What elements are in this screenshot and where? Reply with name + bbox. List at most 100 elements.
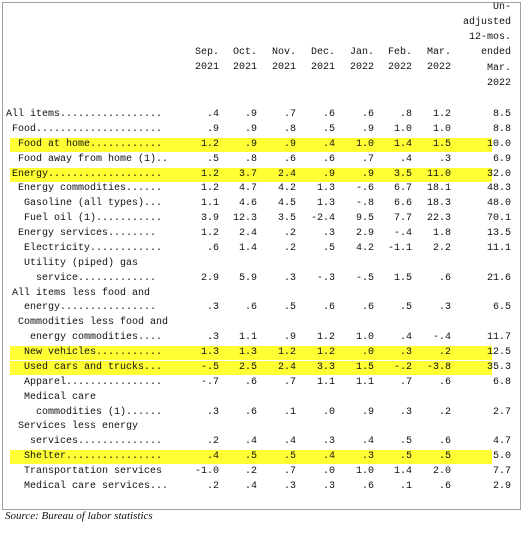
cell-value: 32.0 [486, 168, 511, 180]
cell-value: 18.3 [426, 198, 451, 210]
cell-value: .6 [244, 302, 257, 314]
cell-value: .6 [438, 481, 451, 492]
cell-value: .2 [206, 481, 219, 492]
cell-value: 22.3 [426, 213, 451, 225]
cell-value: .0 [322, 466, 335, 478]
cell-value: 12.5 [486, 347, 511, 359]
row-label: energy................ [24, 302, 157, 314]
cell-value: 1.0 [432, 123, 451, 135]
cell-value: -.6 [355, 183, 374, 195]
row-label: Fuel oil (1)........... [24, 213, 163, 225]
cell-value: -.3 [316, 272, 335, 284]
cell-value: 1.3 [316, 198, 335, 210]
row-label: service............. [36, 272, 157, 284]
cell-value: 6.7 [393, 183, 412, 195]
cell-value: -3.8 [426, 361, 451, 373]
cell-value: .6 [361, 302, 374, 314]
cell-value: -2.4 [310, 213, 335, 225]
cell-value: .4 [244, 481, 257, 492]
cell-value: .6 [438, 376, 451, 388]
cell-value: 1.1 [238, 332, 257, 344]
cell-value: 1.5 [432, 138, 451, 150]
cell-value: 1.3 [238, 347, 257, 359]
cell-value: 7.7 [393, 213, 412, 225]
column-header: Nov. [271, 46, 296, 58]
cell-value: .3 [399, 347, 412, 359]
cell-value: .5 [206, 153, 219, 165]
cell-value: 2.4 [277, 361, 296, 373]
cell-value: 2.9 [200, 272, 219, 284]
cell-value: .9 [322, 168, 335, 180]
cell-value: 2.7 [492, 406, 511, 418]
cell-value: 1.5 [393, 272, 412, 284]
cell-value: .3 [206, 406, 219, 418]
cell-value: 1.2 [316, 347, 335, 359]
row-highlight [10, 450, 492, 465]
row-highlight [10, 167, 492, 182]
row-highlight [10, 137, 492, 152]
cell-value: .3 [399, 406, 412, 418]
cell-value: 12.3 [232, 213, 257, 225]
cell-value: .2 [283, 242, 296, 254]
row-label: Medical care [24, 391, 97, 403]
cell-value: .6 [322, 302, 335, 314]
column-header: Mar. [426, 46, 451, 58]
cell-value: .1 [399, 481, 412, 492]
cell-value: 3.5 [393, 168, 412, 180]
row-label: All items less food and [12, 287, 151, 299]
cell-value: 2.4 [277, 168, 296, 180]
cell-value: 4.2 [277, 183, 296, 195]
cell-value: .4 [244, 436, 257, 448]
cell-value: .7 [361, 153, 374, 165]
cell-value: 70.1 [486, 213, 511, 225]
cell-value: .4 [206, 109, 219, 120]
cell-value: .1 [283, 406, 296, 418]
cell-value: 1.2 [200, 168, 219, 180]
cell-value: 1.2 [200, 138, 219, 150]
cell-value: 1.2 [277, 347, 296, 359]
cell-value: .9 [283, 332, 296, 344]
cell-value: 35.3 [486, 361, 511, 373]
cell-value: 1.3 [316, 183, 335, 195]
cell-value: .5 [399, 436, 412, 448]
cell-value: .8 [399, 109, 412, 120]
cell-value: .0 [322, 406, 335, 418]
cell-value: .5 [322, 123, 335, 135]
cell-value: 4.7 [238, 183, 257, 195]
row-label: Shelter................ [24, 451, 163, 463]
cell-value: 1.8 [432, 228, 451, 240]
cell-value: .2 [206, 436, 219, 448]
cell-value: 1.0 [355, 466, 374, 478]
table-frame [2, 2, 521, 510]
cell-value: 1.3 [200, 347, 219, 359]
cell-value: .9 [244, 138, 257, 150]
column-header: Dec. [310, 46, 335, 58]
column-header: 2021 [310, 61, 335, 73]
cell-value: .0 [361, 347, 374, 359]
cell-value: .4 [399, 332, 412, 344]
cell-value: 6.6 [393, 198, 412, 210]
cell-value: 1.4 [238, 242, 257, 254]
cell-value: .6 [438, 272, 451, 284]
cell-value: .5 [322, 242, 335, 254]
cell-value: .7 [283, 376, 296, 388]
row-label: Medical care services... [24, 481, 169, 492]
cell-value: -.7 [200, 376, 219, 388]
source-note: Source: Bureau of labor statistics [5, 510, 153, 522]
cell-value: .3 [322, 436, 335, 448]
cell-value: 18.1 [426, 183, 451, 195]
row-label: New vehicles........... [24, 347, 163, 359]
cell-value: -.2 [393, 361, 412, 373]
cell-value: 3.5 [277, 213, 296, 225]
cell-value: .5 [283, 451, 296, 463]
cell-value: 1.4 [393, 138, 412, 150]
cell-value: .6 [244, 376, 257, 388]
cell-value: .2 [283, 228, 296, 240]
cell-value: -1.0 [194, 466, 219, 478]
cell-value: .9 [206, 123, 219, 135]
cell-value: 1.2 [200, 228, 219, 240]
cell-value: 6.5 [492, 302, 511, 314]
cell-value: 6.8 [492, 376, 511, 388]
row-label: Energy services........ [18, 228, 157, 240]
